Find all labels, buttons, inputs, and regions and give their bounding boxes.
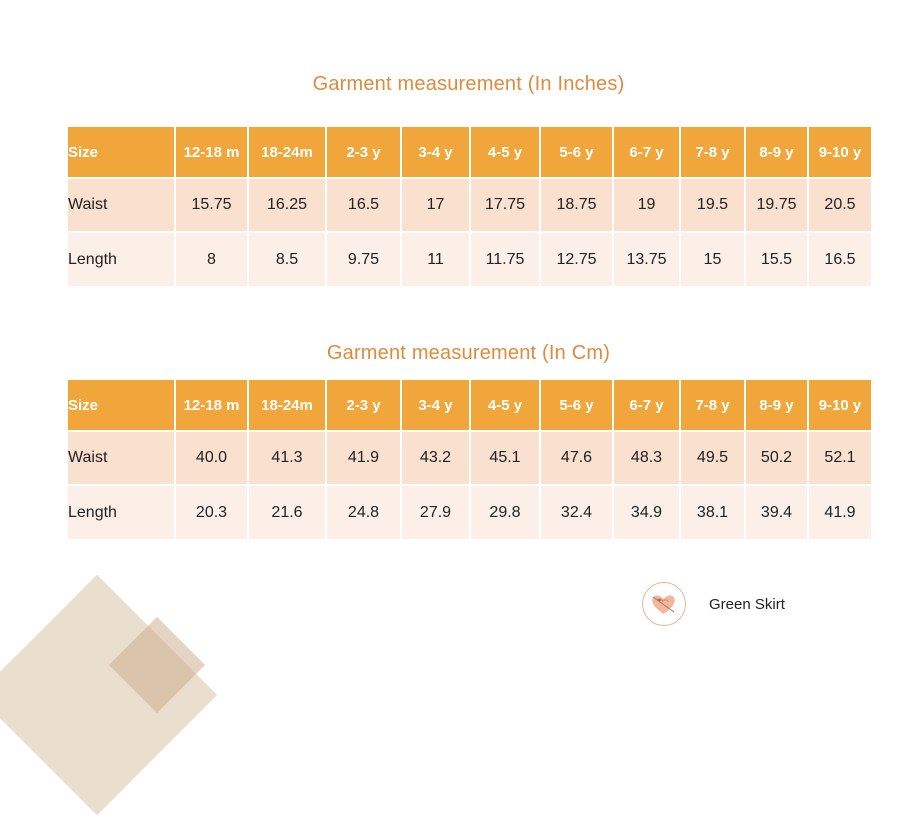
- table-cell: 41.3: [247, 431, 327, 486]
- table-cell: 11.75: [469, 232, 541, 286]
- table-cell: 41.9: [807, 485, 873, 539]
- table-title-inches: Garment measurement (In Inches): [312, 73, 625, 95]
- header-cell: 12-18 m: [174, 380, 249, 432]
- row-label: Length: [68, 485, 176, 539]
- table-cell: 13.75: [612, 232, 681, 286]
- table-cell: 49.5: [679, 431, 746, 486]
- header-cell: 3-4 y: [400, 380, 471, 432]
- table-cell: 40.0: [174, 431, 249, 486]
- table-cell: 38.1: [679, 485, 746, 539]
- table-cell: 9.75: [325, 232, 402, 286]
- table-cell: 41.9: [325, 431, 402, 486]
- header-cell: 4-5 y: [469, 380, 541, 432]
- table-cell: 20.5: [807, 178, 873, 233]
- table-cell: 8.5: [247, 232, 327, 286]
- table-row: Waist 15.75 16.25 16.5 17 17.75 18.75 19…: [68, 178, 873, 233]
- table-cell: 29.8: [469, 485, 541, 539]
- table-cell: 16.5: [807, 232, 873, 286]
- brand-name: Green Skirt: [709, 596, 785, 613]
- header-cell: 2-3 y: [325, 127, 402, 179]
- table-cell: 48.3: [612, 431, 681, 486]
- table-cell: 47.6: [539, 431, 614, 486]
- row-label: Length: [68, 232, 176, 286]
- table-cell: 50.2: [744, 431, 809, 486]
- header-cell: Size: [68, 380, 176, 432]
- table-cell: 8: [174, 232, 249, 286]
- table-cell: 27.9: [400, 485, 471, 539]
- table-row: Length 8 8.5 9.75 11 11.75 12.75 13.75 1…: [68, 232, 873, 286]
- table-cell: 39.4: [744, 485, 809, 539]
- header-cell: 4-5 y: [469, 127, 541, 179]
- table-cell: 16.5: [325, 178, 402, 233]
- table-cell: 24.8: [325, 485, 402, 539]
- header-cell: 6-7 y: [612, 380, 681, 432]
- header-cell: 6-7 y: [612, 127, 681, 179]
- table-cell: 32.4: [539, 485, 614, 539]
- header-cell: 7-8 y: [679, 127, 746, 179]
- table-cell: 21.6: [247, 485, 327, 539]
- header-cell: Size: [68, 127, 176, 179]
- header-cell: 18-24m: [247, 380, 327, 432]
- header-cell: 5-6 y: [539, 380, 614, 432]
- table-header-row: Size 12-18 m 18-24m 2-3 y 3-4 y 4-5 y 5-…: [68, 380, 873, 432]
- decorative-diamond-large: [0, 574, 218, 815]
- table-cell: 18.75: [539, 178, 614, 233]
- table-title-cm: Garment measurement (In Cm): [326, 342, 611, 364]
- header-cell: 8-9 y: [744, 380, 809, 432]
- table-cell: 19.5: [679, 178, 746, 233]
- table-cell: 19.75: [744, 178, 809, 233]
- header-cell: 9-10 y: [807, 127, 873, 179]
- header-cell: 18-24m: [247, 127, 327, 179]
- header-cell: 5-6 y: [539, 127, 614, 179]
- header-cell: 8-9 y: [744, 127, 809, 179]
- table-cell: 12.75: [539, 232, 614, 286]
- table-cell: 17: [400, 178, 471, 233]
- table-cell: 15: [679, 232, 746, 286]
- table-cell: 15.75: [174, 178, 249, 233]
- header-cell: 2-3 y: [325, 380, 402, 432]
- row-label: Waist: [68, 178, 176, 233]
- table-cell: 20.3: [174, 485, 249, 539]
- table-cell: 15.5: [744, 232, 809, 286]
- header-cell: 12-18 m: [174, 127, 249, 179]
- table-cell: 43.2: [400, 431, 471, 486]
- header-cell: 3-4 y: [400, 127, 471, 179]
- table-header-row: Size 12-18 m 18-24m 2-3 y 3-4 y 4-5 y 5-…: [68, 127, 873, 179]
- table-cell: 52.1: [807, 431, 873, 486]
- heart-bird-logo-icon: [642, 582, 686, 626]
- table-cell: 45.1: [469, 431, 541, 486]
- table-cell: 11: [400, 232, 471, 286]
- measurement-table-cm: Size 12-18 m 18-24m 2-3 y 3-4 y 4-5 y 5-…: [68, 380, 873, 539]
- table-cell: 34.9: [612, 485, 681, 539]
- header-cell: 7-8 y: [679, 380, 746, 432]
- table-cell: 17.75: [469, 178, 541, 233]
- table-cell: 16.25: [247, 178, 327, 233]
- table-cell: 19: [612, 178, 681, 233]
- table-row: Waist 40.0 41.3 41.9 43.2 45.1 47.6 48.3…: [68, 431, 873, 486]
- row-label: Waist: [68, 431, 176, 486]
- header-cell: 9-10 y: [807, 380, 873, 432]
- measurement-table-inches: Size 12-18 m 18-24m 2-3 y 3-4 y 4-5 y 5-…: [68, 127, 873, 286]
- table-row: Length 20.3 21.6 24.8 27.9 29.8 32.4 34.…: [68, 485, 873, 539]
